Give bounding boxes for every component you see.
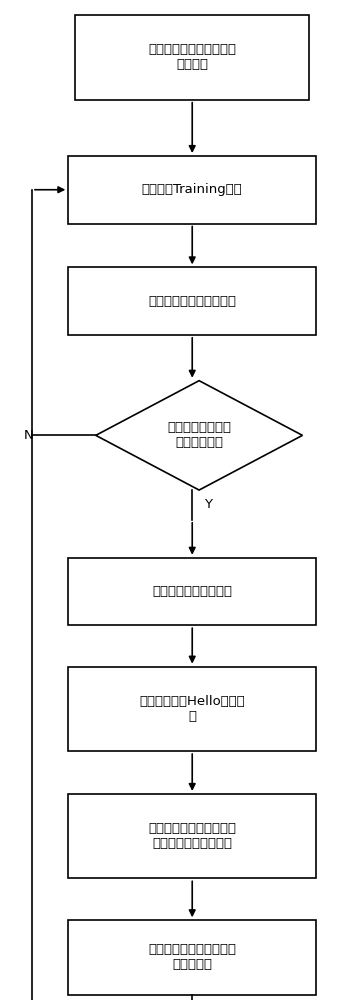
Bar — [68, 156, 316, 224]
Text: 导入网络范围和范围内节
点总个数: 导入网络范围和范围内节 点总个数 — [148, 43, 236, 71]
Text: 维护邻居节点方向信息表: 维护邻居节点方向信息表 — [148, 295, 236, 308]
Bar — [68, 667, 316, 751]
Bar — [68, 794, 316, 878]
Text: 维护邻居节点信息表，运
行下一周期: 维护邻居节点信息表，运 行下一周期 — [148, 943, 236, 971]
Text: 节点随机选择收发模式: 节点随机选择收发模式 — [152, 585, 232, 598]
Bar — [68, 920, 316, 995]
Text: 维护邻居节点待回复信息
表，运行快速回复机制: 维护邻居节点待回复信息 表，运行快速回复机制 — [148, 822, 236, 850]
Text: N: N — [24, 429, 34, 442]
Text: 节点发送Training序列: 节点发送Training序列 — [142, 183, 243, 196]
Text: Y: Y — [204, 498, 212, 511]
Bar — [68, 558, 316, 625]
Polygon shape — [96, 381, 302, 490]
Text: 运行慢扫描的Hello信息机
制: 运行慢扫描的Hello信息机 制 — [139, 695, 245, 723]
Bar — [75, 15, 309, 100]
Text: 判断方向发现比例
是否超过阈值: 判断方向发现比例 是否超过阈值 — [167, 421, 231, 449]
Bar — [68, 267, 316, 335]
